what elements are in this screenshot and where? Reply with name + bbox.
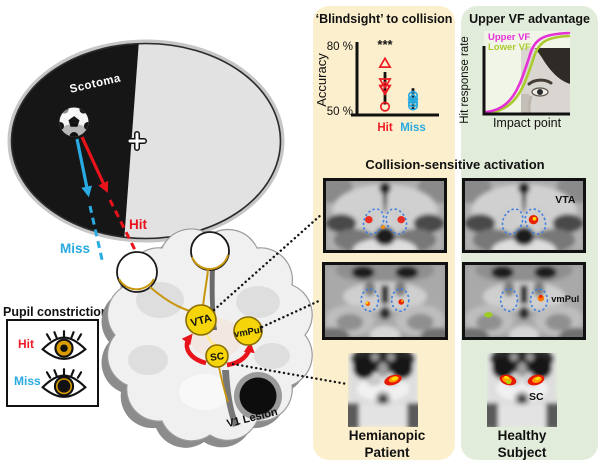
x-axis-label: Impact point (493, 116, 562, 130)
sc-to-vmpul-arrow (226, 341, 255, 368)
v1-lesion-label: V1 Lesion (226, 406, 280, 430)
activation-header: Collision-sensitive activation (365, 157, 545, 172)
upper-vf-plot: Upper VF Lower VF Hit response rate Impa… (459, 31, 571, 130)
activation-spots (384, 374, 402, 386)
lower-vf-curve (484, 34, 571, 115)
activation-spots (365, 299, 405, 307)
vta-sc-link (204, 333, 215, 346)
activation-spots (484, 294, 545, 318)
miss-trajectory-arrow (75, 138, 93, 198)
patient-footer: Hemianopic Patient (328, 428, 446, 462)
vmpul-roi-outline (360, 288, 410, 312)
activation-spots (528, 215, 539, 225)
hit-trajectory-arrow (80, 136, 109, 193)
mri-vmpul-patient (322, 262, 448, 340)
mri-vta-patient (323, 178, 447, 253)
hit-trajectory-dashed (108, 199, 138, 253)
healthy-footer: Healthy Subject (466, 428, 578, 462)
mri-sc-patient (348, 353, 418, 427)
legend-lower-vf: Lower VF (488, 42, 531, 53)
football-icon (58, 106, 90, 138)
midline-fissure-posterior (222, 370, 239, 427)
brain-texture (179, 374, 231, 410)
pupil-legend-title: Pupil constriction (3, 305, 109, 319)
y-axis-label: Hit response rate (459, 36, 471, 124)
patient-panel-title: ‘Blindsight’ to collision (315, 12, 453, 26)
vta-node-label: VTA (189, 312, 213, 329)
brain-shadow (101, 235, 307, 448)
y-axis-label: Accuracy (314, 53, 329, 107)
face-image (521, 48, 570, 114)
midline-fissure (209, 243, 217, 330)
significance-stars: *** (377, 37, 393, 52)
right-eye (190, 231, 230, 271)
pupil-miss-label: Miss (14, 374, 41, 388)
miss-trajectory-dashed (88, 205, 105, 265)
scotoma-label: Scotoma (69, 72, 123, 95)
patient-footer-line2: Patient (364, 444, 410, 460)
lesion-ring (234, 372, 282, 420)
miss-category-label: Miss (400, 122, 426, 134)
mri-vta-healthy: VTA (462, 178, 586, 253)
vmpul-node-label: vmPul (233, 325, 263, 341)
vta-node: VTA (185, 304, 217, 336)
vta-roi-outline (501, 208, 547, 235)
legend-upper-vf: Upper VF (488, 32, 530, 43)
brain-texture (128, 282, 290, 375)
mri-vmpul-healthy: vmPul (462, 262, 586, 340)
healthy-panel-title: Upper VF advantage (469, 12, 590, 26)
vta-sc-arrowhead (211, 342, 218, 349)
pupil-legend-box: Hit Miss (6, 319, 99, 407)
ytick-80: 80 % (327, 41, 353, 53)
miss-label: Miss (60, 241, 90, 256)
fixation-cross (127, 131, 147, 151)
vmpul-roi-outline (499, 288, 549, 312)
v1-lesion (239, 377, 277, 415)
vta-label: VTA (555, 195, 576, 206)
mri-sc-healthy: SC (487, 353, 557, 427)
scotoma-region (12, 44, 139, 238)
vmpul-label: vmPul (551, 294, 579, 304)
vmpul-node: vmPul (233, 316, 263, 346)
optic-pathways (118, 254, 229, 403)
ytick-50: 50 % (327, 106, 353, 118)
sc-label: SC (529, 391, 544, 403)
connector-vta (212, 212, 324, 312)
left-eye (116, 251, 158, 293)
activation-spots (365, 215, 405, 229)
brain-outline (106, 228, 313, 442)
scatter-markers (378, 56, 419, 112)
hit-category-label: Hit (377, 122, 393, 134)
patient-footer-line1: Hemianopic (348, 428, 426, 443)
eye-icon-dilated (41, 368, 87, 398)
sc-node: SC (205, 344, 229, 368)
healthy-footer-line1: Healthy (497, 428, 547, 443)
activation-spots (499, 374, 545, 386)
eye-icon-constricted (41, 330, 87, 360)
brain-diagram: VTA vmPul SC V1 Lesion (101, 228, 313, 448)
hit-label: Hit (129, 217, 148, 232)
visual-field-diagram: Scotoma Hit Miss (7, 39, 285, 265)
midbrain-region (190, 318, 242, 358)
vta-roi-outline (362, 208, 408, 235)
axes (482, 46, 570, 116)
upper-vf-curve (484, 31, 571, 114)
healthy-footer-line2: Subject (497, 444, 547, 460)
pupil-hit-label: Hit (18, 337, 34, 351)
accuracy-plot: 80 % 50 % Accuracy *** Hit Miss (314, 37, 439, 134)
sc-to-vta-arrow (181, 333, 207, 366)
sc-node-label: SC (210, 351, 225, 364)
